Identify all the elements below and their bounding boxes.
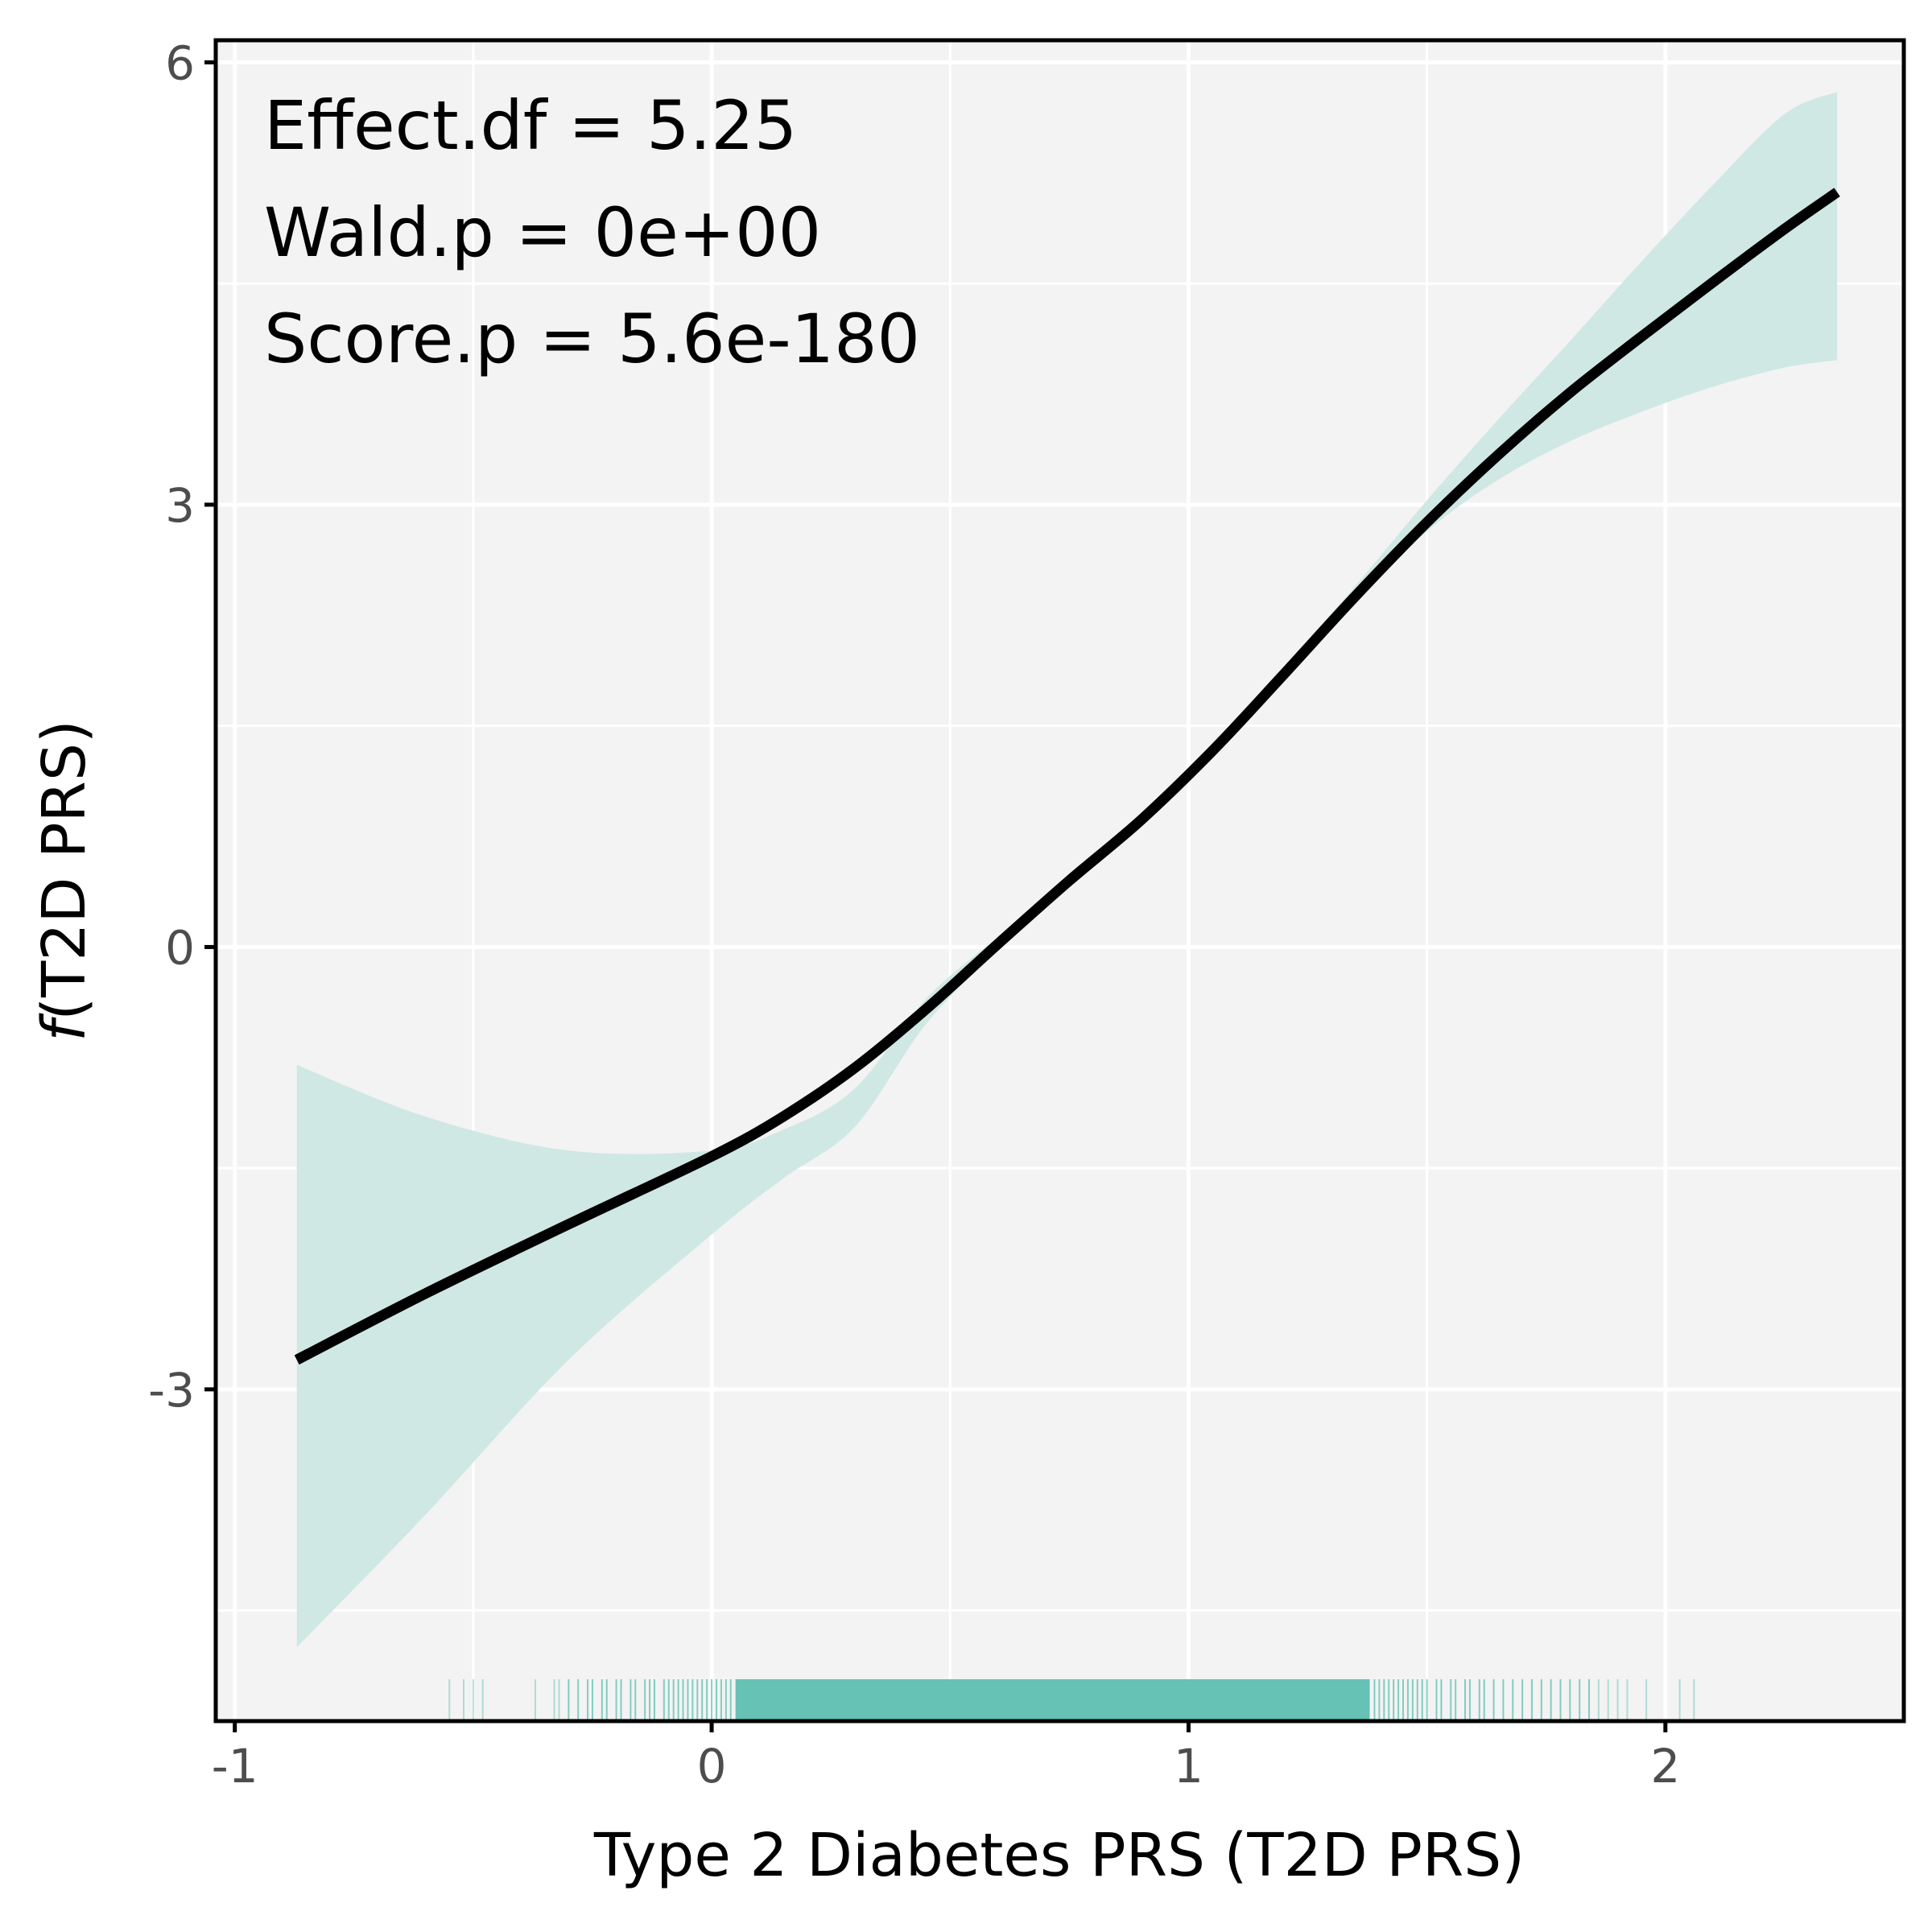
y-axis-ticks: -3 0 3 6: [148, 35, 216, 1418]
x-tick-label: 1: [1174, 1739, 1203, 1794]
x-tick-label: -1: [212, 1739, 258, 1794]
rug-dense-block: [735, 1679, 1370, 1719]
rug-marks: [448, 1679, 1695, 1719]
y-tick-label: 3: [165, 478, 195, 533]
annotation-score-p: Score.p = 5.6e-180: [264, 299, 920, 378]
annotation-wald-p: Wald.p = 0e+00: [264, 193, 821, 272]
y-tick-label: 0: [165, 920, 195, 975]
x-axis-ticks: -1 0 1 2: [212, 1721, 1680, 1794]
stats-annotation: Effect.df = 5.25 Wald.p = 0e+00 Score.p …: [264, 86, 920, 378]
x-tick-label: 0: [697, 1739, 727, 1794]
y-axis-title-argument: (T2D PRS): [30, 720, 99, 1021]
y-axis-title: f(T2D PRS): [30, 720, 99, 1042]
smooth-line: [294, 188, 1840, 1365]
panel-frame: [213, 38, 1906, 1724]
y-tick-label: -3: [148, 1363, 195, 1418]
annotation-effect-df: Effect.df = 5.25: [264, 86, 797, 165]
y-tick-label: 6: [165, 35, 195, 90]
x-tick-label: 2: [1650, 1739, 1680, 1794]
x-axis-title: Type 2 Diabetes PRS (T2D PRS): [593, 1821, 1525, 1890]
confidence-ribbon: [296, 92, 1838, 1648]
